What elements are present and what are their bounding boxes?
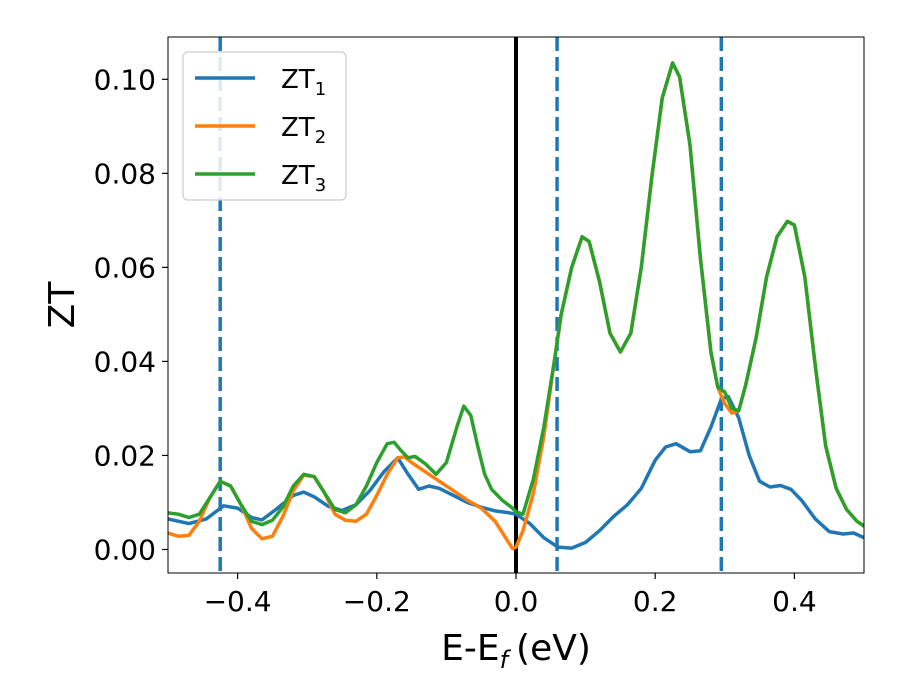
x-axis-ticks: −0.4 −0.2 0.0 0.2 0.4 <box>204 573 817 618</box>
x-tick-label: 0.4 <box>772 585 817 618</box>
x-axis-label-main: E-E <box>441 628 499 669</box>
legend-label-zt3: ZT3 <box>281 161 326 196</box>
y-axis-ticks: 0.00 0.02 0.04 0.06 0.08 0.10 <box>94 63 168 566</box>
x-tick-label: −0.2 <box>343 585 411 618</box>
series-line-zt3 <box>168 61 864 528</box>
x-tick-label: 0.2 <box>633 585 678 618</box>
y-tick-label: 0.04 <box>94 345 156 378</box>
y-tick-label: 0.10 <box>94 63 156 96</box>
y-tick-label: 0.02 <box>94 439 156 472</box>
legend-label-zt1: ZT1 <box>281 65 326 100</box>
y-axis-label: ZT <box>42 281 83 329</box>
y-tick-label: 0.08 <box>94 157 156 190</box>
x-axis-label: E-Ef (eV) <box>441 628 591 674</box>
series-line-zt1 <box>168 394 864 550</box>
y-tick-label: 0.00 <box>94 533 156 566</box>
x-tick-label: −0.4 <box>204 585 272 618</box>
legend: ZT1 ZT2 ZT3 <box>182 51 347 201</box>
y-tick-label: 0.06 <box>94 251 156 284</box>
x-tick-label: 0.0 <box>494 585 539 618</box>
x-axis-label-unit: (eV) <box>516 628 591 669</box>
series-lines <box>168 61 864 551</box>
legend-label-zt2: ZT2 <box>281 113 326 148</box>
legend-box <box>182 51 347 201</box>
